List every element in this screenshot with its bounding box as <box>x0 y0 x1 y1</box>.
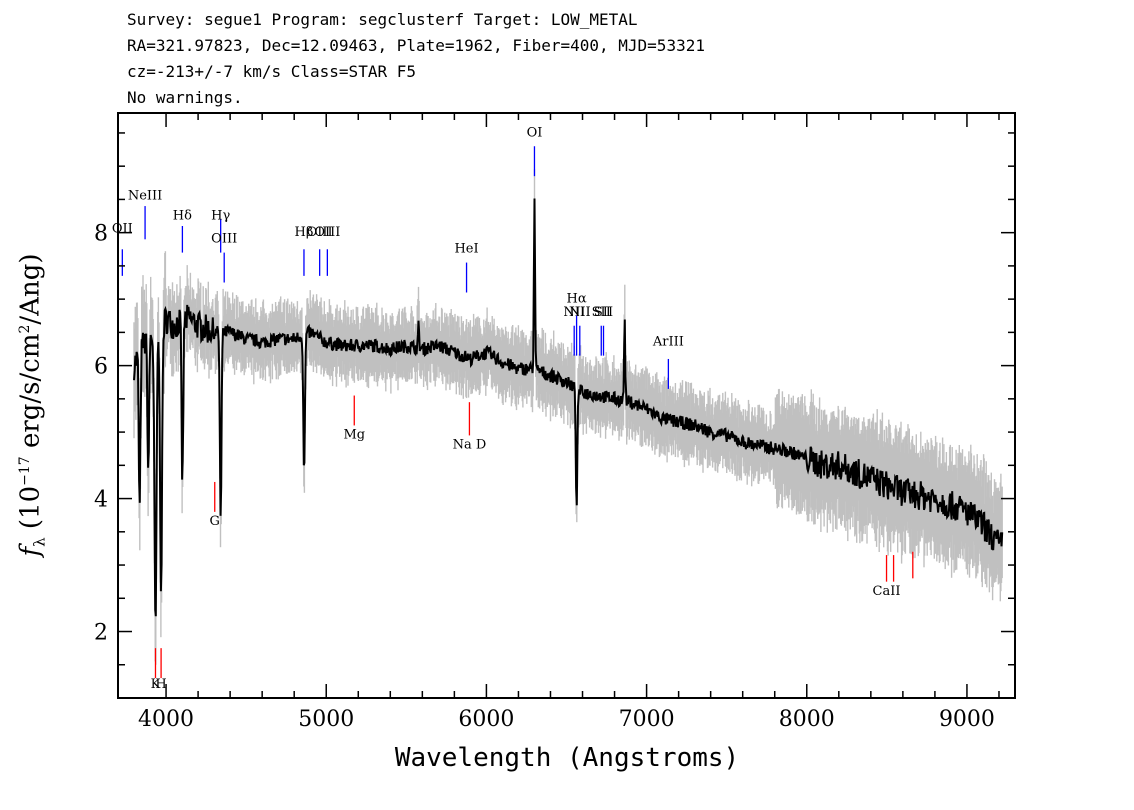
line-label: G <box>210 514 220 529</box>
x-tick-label: 6000 <box>458 707 514 732</box>
line-label: OIII <box>307 225 333 240</box>
line-label: NII <box>569 305 591 320</box>
line-label: K <box>151 677 161 692</box>
flux-line <box>133 198 1004 617</box>
line-label: OIII <box>314 225 340 240</box>
plot-frame <box>117 112 1016 699</box>
header-line-1: Survey: segue1 Program: segclusterf Targ… <box>127 10 638 29</box>
line-label: Mg <box>343 428 365 443</box>
line-label: Hβ <box>295 225 314 240</box>
line-label: NeIII <box>128 188 162 203</box>
y-axis-label: fλ (10−17 erg/s/cm2/Ang) <box>15 253 49 557</box>
line-label: Hα <box>567 291 587 306</box>
line-label: OIII <box>211 232 237 247</box>
line-label: Hγ <box>211 208 230 223</box>
line-label: OI <box>527 125 543 140</box>
line-label: OII <box>112 222 133 237</box>
x-tick-label: 7000 <box>619 707 675 732</box>
line-label: SII <box>594 305 613 320</box>
x-tick-label: 9000 <box>939 707 995 732</box>
x-tick-label: 5000 <box>298 707 354 732</box>
y-tick-label: 4 <box>94 488 108 513</box>
y-tick-label: 6 <box>94 355 108 380</box>
y-tick-label: 2 <box>94 621 108 646</box>
line-label: H <box>155 677 166 692</box>
y-tick-label: 8 <box>94 222 108 247</box>
axis-ticks: 4000 5000 6000 7000 8000 9000 2 4 6 8 <box>94 113 1015 732</box>
line-label: Na D <box>453 438 487 453</box>
line-label: SII <box>592 305 611 320</box>
line-label: HeI <box>454 242 478 257</box>
flux-series <box>133 198 1004 617</box>
x-tick-label: 4000 <box>138 707 194 732</box>
header-line-2: RA=321.97823, Dec=12.09463, Plate=1962, … <box>127 36 705 55</box>
x-axis-label: Wavelength (Angstroms) <box>394 743 740 773</box>
x-tick-label: 8000 <box>779 707 835 732</box>
line-label: Hδ <box>173 208 192 223</box>
line-label: CaII <box>873 584 901 599</box>
line-label: NII <box>563 305 585 320</box>
header-line-3: cz=-213+/-7 km/s Class=STAR F5 <box>127 62 416 81</box>
header-line-4: No warnings. <box>127 88 243 107</box>
line-label: ArIII <box>652 335 684 350</box>
